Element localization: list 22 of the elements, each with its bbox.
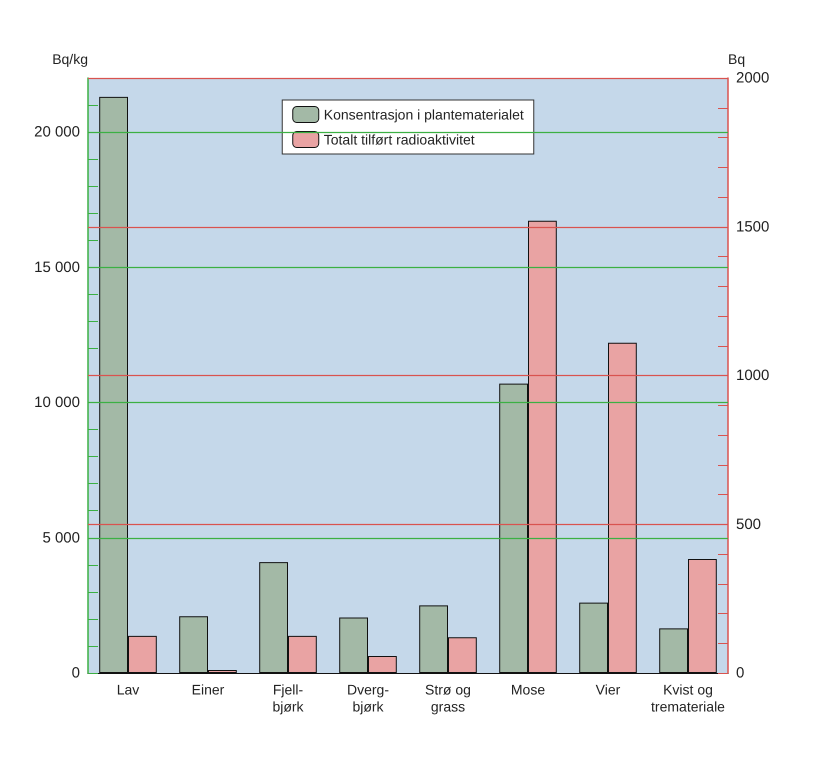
y2-tick-label: 1500 — [736, 218, 770, 236]
x-tick-label: Mose — [510, 682, 546, 698]
legend-label: Konsentrasjon i plantematerialet — [324, 106, 524, 122]
x-tick-label: Lav — [116, 682, 140, 698]
x-tick-label: Dverg- bjørk — [346, 682, 390, 714]
x-tick-label: Fjell- bjørk — [272, 682, 305, 714]
x-tick-label: Kvist og tremateriale — [651, 682, 726, 714]
y-axis-title: Bq/kg — [52, 51, 88, 67]
y-tick-label: 0 — [72, 664, 80, 682]
y2-tick-label: 500 — [736, 516, 762, 533]
x-tick-label: Einer — [192, 682, 225, 698]
y2-tick-label: 1000 — [736, 367, 770, 384]
x-tick-label: Strø og grass — [425, 682, 471, 714]
x-tick-label: Vier — [596, 682, 621, 698]
y-tick-label: 10 000 — [34, 394, 80, 412]
y2-tick-label: 2000 — [736, 70, 770, 86]
y2-axis-title: Bq — [728, 51, 746, 67]
y-tick-label: 20 000 — [34, 124, 80, 141]
legend-label: Totalt tilført radioaktivitet — [324, 132, 475, 148]
y2-tick-label: 0 — [736, 664, 744, 682]
y-tick-label: 5 000 — [42, 529, 80, 546]
y-tick-label: 15 000 — [34, 258, 80, 276]
